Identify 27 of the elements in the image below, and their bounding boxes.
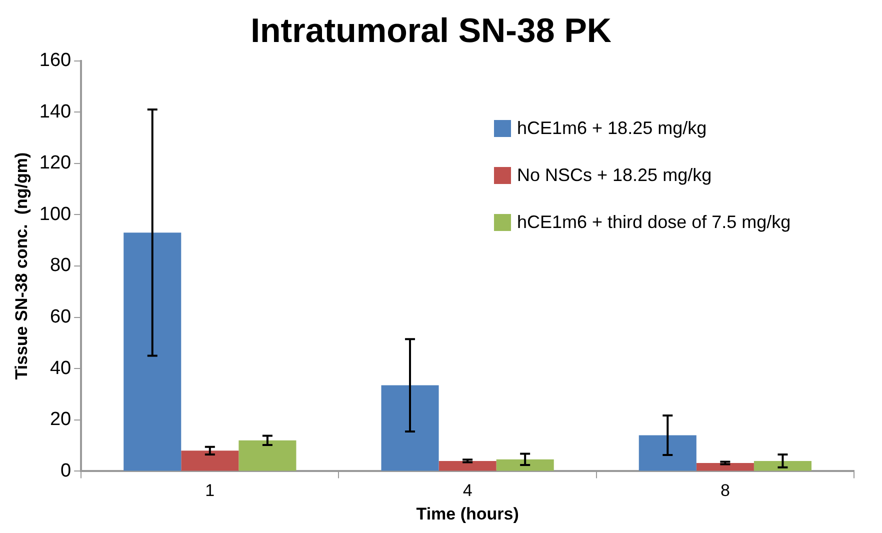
- y-tick-label: 100: [39, 204, 72, 225]
- y-tick-label: 80: [50, 255, 72, 276]
- y-tick-label: 160: [39, 50, 72, 72]
- bar: [181, 450, 239, 471]
- x-tick-label: 4: [462, 481, 472, 500]
- x-axis-title: Time (hours): [416, 504, 519, 524]
- bar: [381, 385, 439, 471]
- bar: [496, 459, 554, 471]
- legend-label: No NSCs + 18.25 mg/kg: [517, 165, 712, 186]
- bar: [438, 460, 496, 471]
- x-tick-label: 1: [205, 481, 215, 500]
- y-axis-title: Tissue SN-38 conc. (ng/gm): [12, 152, 31, 380]
- legend-label: hCE1m6 + third dose of 7.5 mg/kg: [517, 212, 791, 233]
- bar: [124, 232, 182, 471]
- legend-label: hCE1m6 + 18.25 mg/kg: [517, 118, 707, 139]
- y-tick-label: 0: [60, 460, 72, 482]
- chart-title: Intratumoral SN-38 PK: [250, 12, 612, 50]
- y-tick-label: 140: [39, 101, 72, 122]
- bar: [238, 440, 296, 471]
- bar: [638, 435, 696, 471]
- bar: [754, 460, 812, 471]
- y-tick-label: 20: [50, 409, 72, 430]
- y-tick-label: 120: [39, 152, 72, 174]
- bar: [696, 462, 754, 471]
- x-tick-label: 8: [720, 481, 730, 500]
- y-tick-label: 40: [50, 358, 72, 379]
- y-tick-label: 60: [50, 306, 72, 328]
